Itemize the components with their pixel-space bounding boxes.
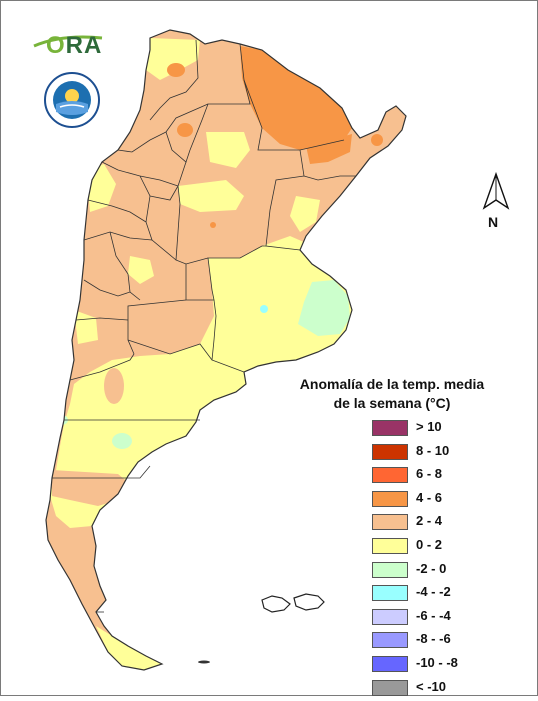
legend-label: -10 - -8: [416, 654, 458, 670]
legend-swatch: [372, 514, 408, 531]
anomaly-4-6-cordoba-spot: [210, 222, 216, 228]
legend-title: Anomalía de la temp. media de la semana …: [292, 375, 492, 413]
legend-label: 6 - 8: [416, 466, 443, 482]
legend-label: 2 - 4: [416, 513, 443, 529]
anomaly-4-6-formosa-chaco: [240, 46, 352, 150]
legend-label: -4 - -2: [416, 584, 451, 600]
legend-label: 4 - 6: [416, 489, 443, 505]
anomaly-0-2-north-puna: [146, 38, 200, 80]
legend-label: > 10: [416, 419, 442, 434]
legend-label: -8 - -6: [416, 631, 451, 647]
legend-title-line2: de la semana (°C): [333, 395, 451, 411]
legend-swatch: [372, 443, 408, 460]
anomaly-0-2-cuyo: [128, 256, 154, 284]
anomaly-4-6-jujuy: [167, 63, 185, 77]
anomaly-0-2-pampa-patagonia: [50, 236, 352, 528]
malvinas-islands: [261, 593, 325, 613]
anomaly-0-2-north-central: [206, 132, 250, 168]
legend-swatch: [372, 467, 408, 484]
legend-label: -6 - -4: [416, 607, 451, 623]
legend-swatch: [372, 585, 408, 602]
legend-label: 8 - 10: [416, 442, 450, 458]
legend-swatch: [372, 490, 408, 507]
legend-swatch: [372, 561, 408, 578]
legend-label: -2 - 0: [416, 560, 447, 576]
legend-swatch: [372, 608, 408, 625]
legend-title-line1: Anomalía de la temp. media: [299, 376, 485, 392]
legend-label: 0 - 2: [416, 536, 443, 552]
anomaly-minus2-0-buenos-aires: [298, 280, 350, 336]
anomaly-2-4-island-patagonia: [104, 368, 124, 404]
anomaly-4-6-corrientes: [306, 134, 352, 164]
anomaly-4-6-tucuman: [177, 123, 193, 137]
anomaly-minus4-minus2-spot: [260, 305, 268, 313]
anomaly-minus2-0-patagonia: [112, 433, 132, 449]
legend-swatch: [372, 420, 408, 436]
island-staten: [198, 660, 210, 664]
province-borders: [45, 29, 407, 671]
legend-swatch: [372, 632, 408, 649]
legend-swatch: [372, 679, 408, 696]
legend-swatch: [372, 537, 408, 554]
anomaly-0-2-litoral: [290, 196, 320, 232]
north-arrow-icon: [482, 172, 510, 210]
north-label: N: [488, 214, 499, 230]
anomaly-0-2-central-north: [178, 180, 244, 212]
ora-logo: [33, 35, 103, 48]
ora-logo-text: ORA: [46, 32, 103, 59]
smn-seal-icon: [44, 72, 100, 128]
anomaly-2-4-south-patagonia: [52, 470, 130, 506]
legend-swatch: [372, 655, 408, 672]
anomaly-4-6-misiones: [371, 134, 383, 146]
legend-label: < -10: [416, 678, 446, 694]
